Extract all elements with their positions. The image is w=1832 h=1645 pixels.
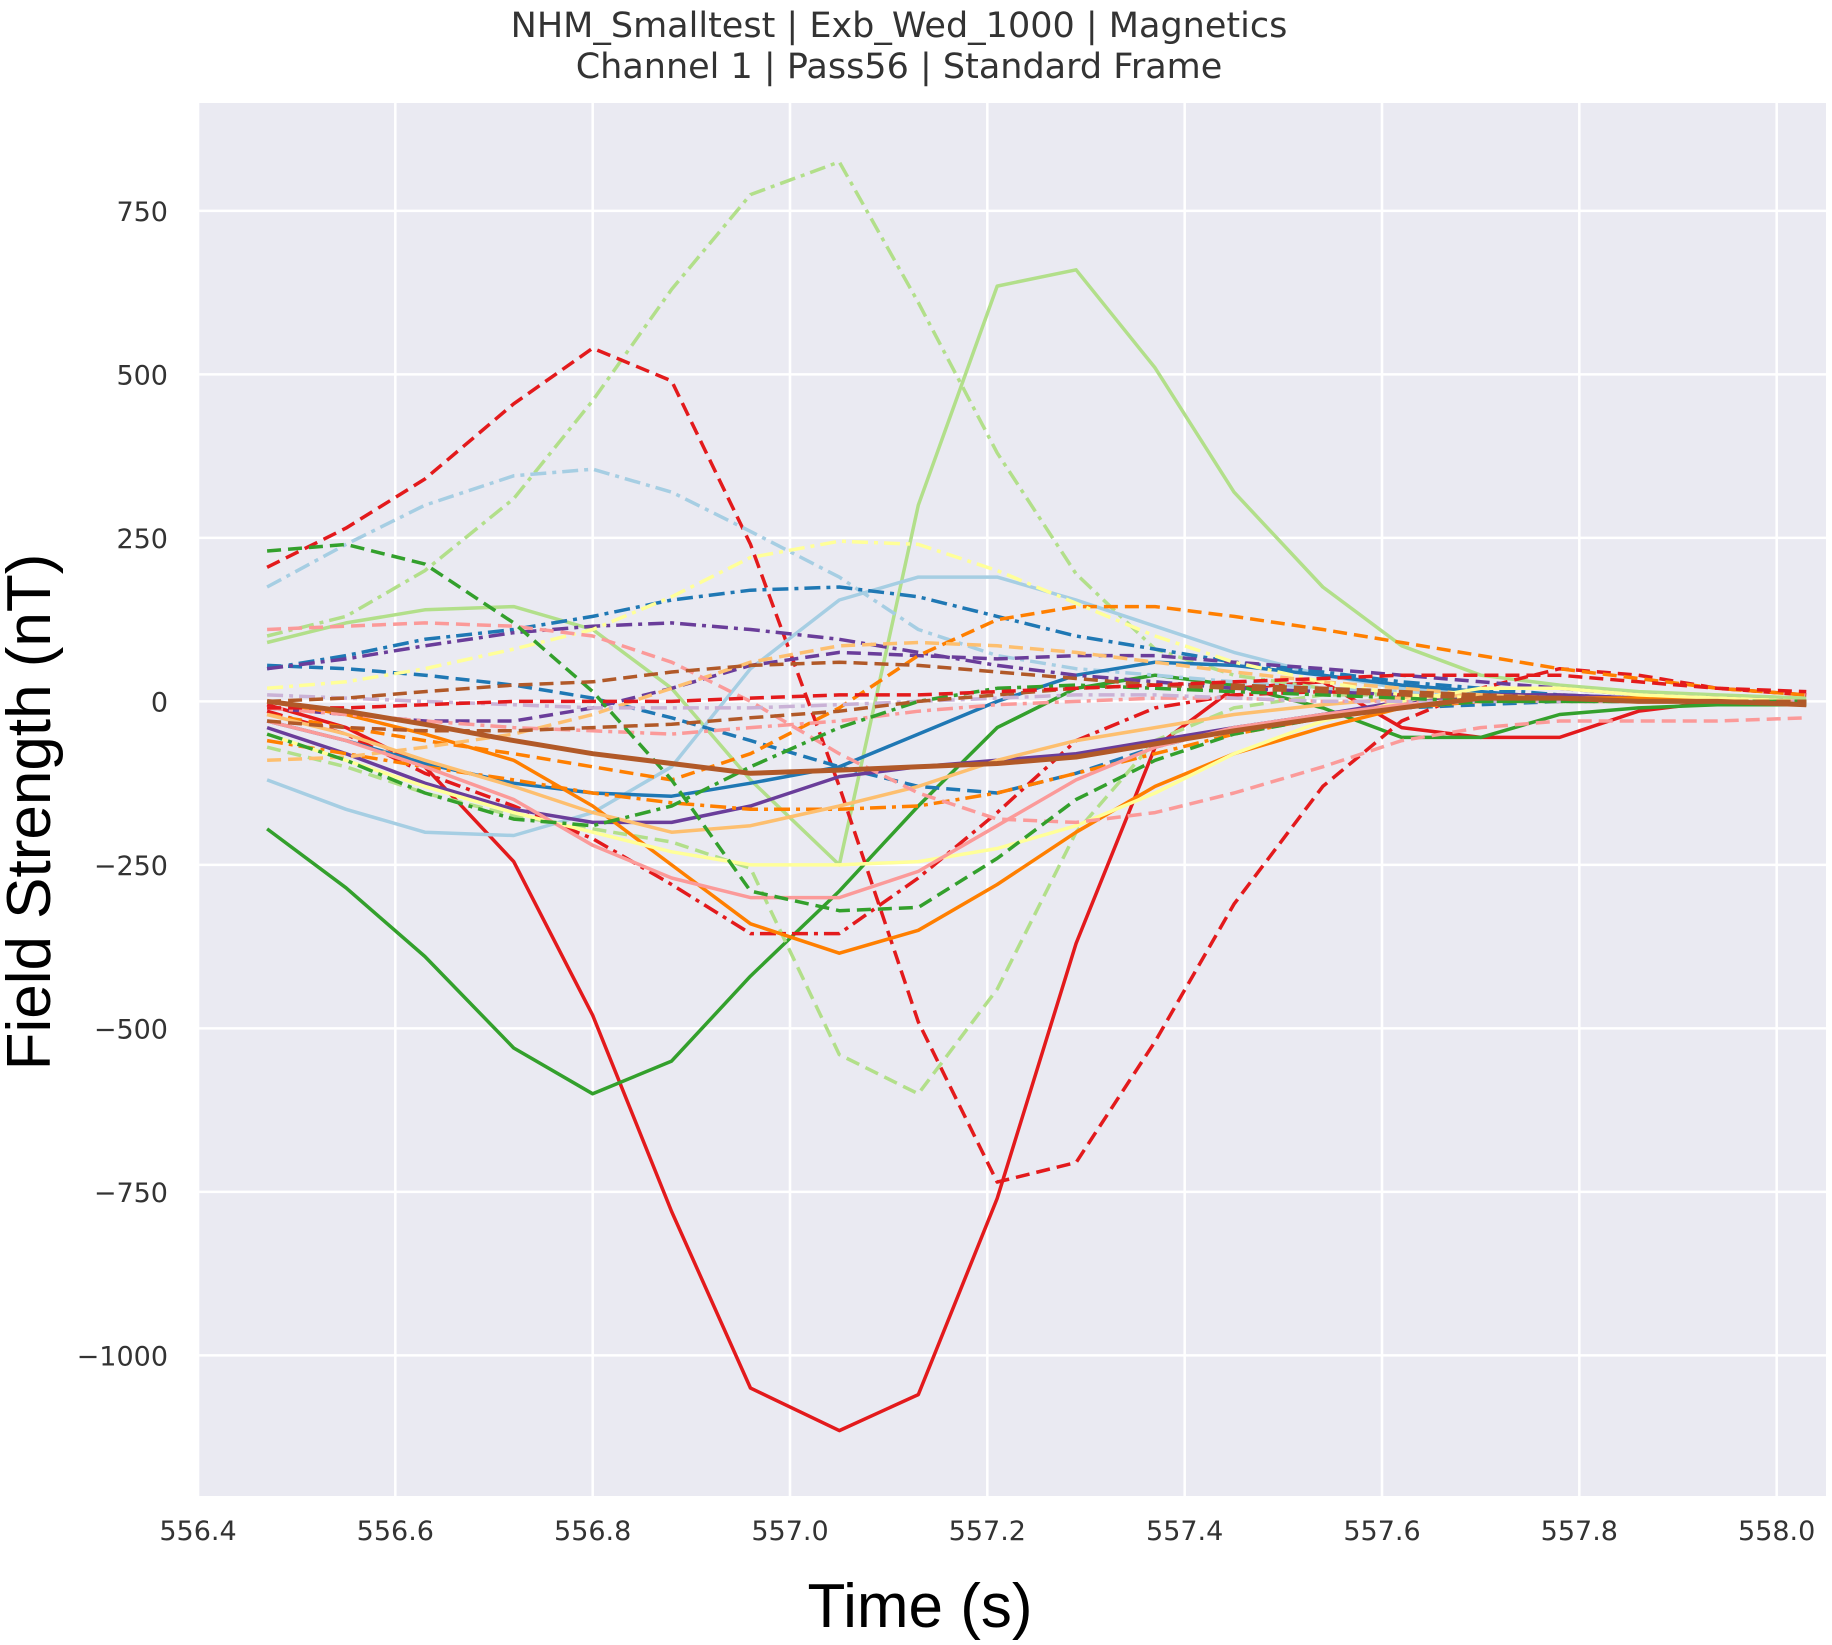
series-line-32 — [266, 695, 1807, 776]
chart-title: NHM_Smalltest | Exb_Wed_1000 | Magnetics — [511, 6, 1288, 46]
series-line-5 — [266, 346, 1807, 1184]
series-line-17 — [266, 604, 1807, 782]
x-tick-label: 556.4 — [159, 1516, 236, 1547]
series-line-26 — [267, 693, 1807, 710]
y-tick-label: 500 — [116, 360, 168, 391]
y-tick-label: 750 — [116, 197, 168, 228]
grid-lines — [196, 103, 1826, 1496]
y-tick-label: −750 — [94, 1178, 168, 1209]
series-line-14 — [266, 693, 1807, 825]
series-line-28 — [266, 683, 1807, 828]
x-tick-label: 558.0 — [1738, 1516, 1815, 1547]
x-tick-label: 556.6 — [357, 1516, 434, 1547]
series-line-2 — [266, 673, 1807, 1096]
x-tick-label: 557.4 — [1146, 1516, 1223, 1547]
x-tick-label: 557.0 — [751, 1516, 828, 1547]
series-line-24 — [267, 621, 1807, 825]
y-axis-label: Field Strength (nT) — [0, 554, 64, 1071]
series-line-31 — [267, 673, 1807, 710]
series-lines — [266, 160, 1807, 1433]
x-tick-label: 557.2 — [949, 1516, 1026, 1547]
series-line-3 — [266, 268, 1807, 867]
y-tick-label: −500 — [94, 1014, 168, 1045]
x-tick-label: 557.8 — [1541, 1516, 1618, 1547]
x-tick-label: 557.6 — [1343, 1516, 1420, 1547]
y-tick-label: −1000 — [77, 1341, 168, 1372]
y-tick-label: −250 — [94, 851, 168, 882]
x-tick-labels: 556.4 556.6 556.8 557.0 557.2 557.4 557.6 557.8… — [159, 1516, 1815, 1547]
y-tick-label: 0 — [151, 687, 168, 718]
series-line-1 — [266, 680, 1807, 1433]
x-axis-label: Time (s) — [808, 1572, 1033, 1641]
y-tick-label: 250 — [116, 524, 168, 555]
series-line-22 — [266, 686, 1807, 867]
y-tick-labels: 750 500 250 0 −250 −500 −750 −1000 — [77, 197, 168, 1372]
x-tick-label: 556.8 — [554, 1516, 631, 1547]
chart-subtitle: Channel 1 | Pass56 | Standard Frame — [576, 47, 1223, 87]
